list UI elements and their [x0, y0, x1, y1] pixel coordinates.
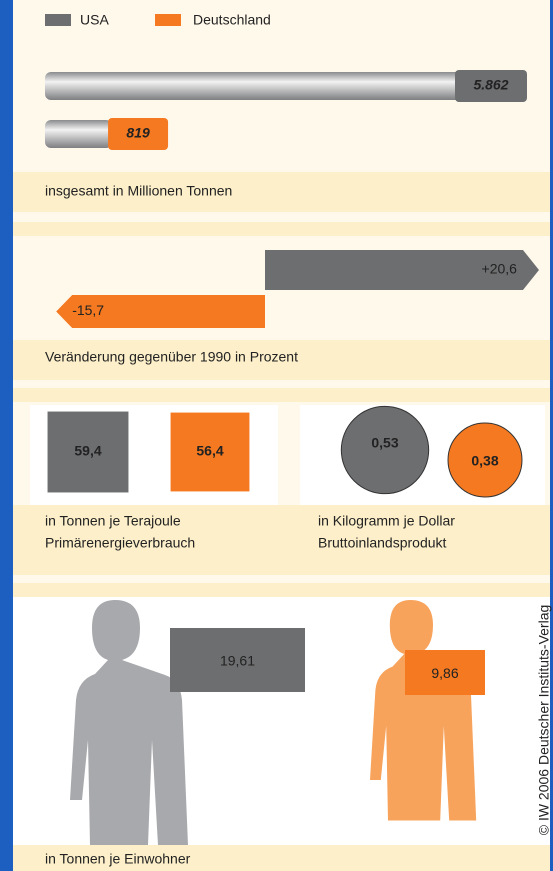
legend-label: Deutschland [193, 12, 271, 28]
caption-band [13, 505, 550, 575]
value-label: 9,86 [431, 665, 458, 681]
caption: in Tonnen je Terajoule [45, 513, 181, 529]
copyright: © IW 2006 Deutscher Instituts-Verlag [536, 605, 552, 836]
value-box [170, 628, 305, 692]
value-badge [455, 70, 527, 102]
caption: insgesamt in Millionen Tonnen [45, 183, 232, 199]
value-label: 56,4 [196, 443, 223, 459]
caption-band [13, 340, 550, 380]
legend-swatch [45, 14, 71, 26]
caption: Primärenergieverbrauch [45, 535, 195, 551]
legend-swatch [155, 14, 181, 26]
value-label: 19,61 [220, 653, 255, 669]
separator [13, 388, 550, 402]
caption: Veränderung gegenüber 1990 in Prozent [45, 349, 298, 365]
caption: in Tonnen je Einwohner [45, 851, 191, 867]
arrow-bar [56, 295, 265, 328]
value-label: 59,4 [74, 443, 101, 459]
caption: in Kilogramm je Dollar [318, 513, 455, 529]
bar [45, 120, 113, 148]
person-figure [70, 600, 188, 845]
value-label: +20,6 [482, 261, 518, 277]
circle [447, 422, 523, 498]
value-badge [108, 118, 169, 150]
value-label: 819 [126, 125, 150, 141]
legend-label: USA [80, 12, 109, 28]
value-label: 0,53 [371, 435, 398, 451]
separator [13, 583, 550, 597]
circle [340, 405, 430, 495]
bar [45, 72, 525, 100]
separator [13, 222, 550, 236]
arrow-bar [265, 250, 539, 290]
value-label: 5.862 [473, 77, 508, 93]
square [170, 412, 250, 492]
value-box [405, 650, 485, 695]
square [47, 411, 129, 493]
caption-band [13, 172, 550, 212]
person-figure [370, 600, 477, 821]
caption-band [13, 845, 550, 871]
value-label: 0,38 [471, 453, 498, 469]
value-label: -15,7 [72, 302, 104, 318]
caption: Bruttoinlandsprodukt [318, 535, 447, 551]
